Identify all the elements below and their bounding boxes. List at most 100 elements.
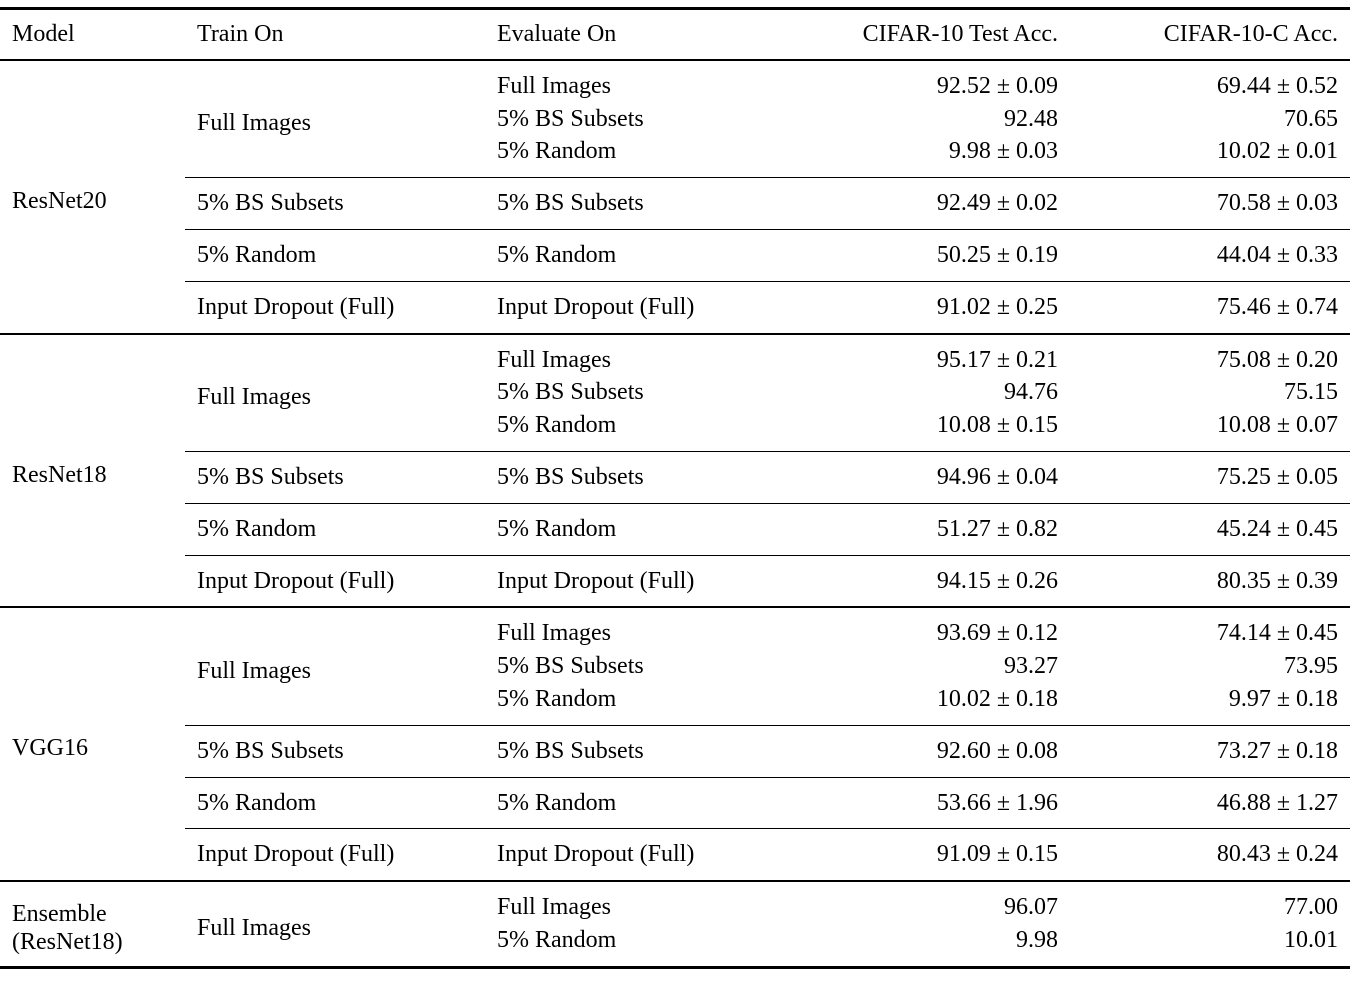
table-row: 5% BS Subsets 5% BS Subsets 92.60 ± 0.08… xyxy=(0,724,1350,778)
train-on-cell: 5% BS Subsets xyxy=(185,177,485,230)
c-acc-cell: 75.46 ± 0.74 xyxy=(1070,280,1350,334)
c-acc-cell: 10.01 xyxy=(1284,926,1338,953)
table-row: 5% BS Subsets 5% BS Subsets 92.49 ± 0.02… xyxy=(0,177,1350,230)
model-cell: ResNet20 xyxy=(12,187,107,214)
evaluate-on-cell: 5% Random xyxy=(497,138,617,165)
model-cell: Ensemble (ResNet18) xyxy=(0,880,185,968)
table-row: 5% BS Subsets 92.48 70.65 xyxy=(0,103,1350,136)
test-acc-cell: 92.52 ± 0.09 xyxy=(936,72,1058,99)
evaluate-on-cell: 5% Random xyxy=(485,776,785,829)
table-row: VGG16 Full Images Full Images 93.69 ± 0.… xyxy=(0,606,1350,882)
c-acc-cell: 70.58 ± 0.03 xyxy=(1070,177,1350,230)
c-acc-cell: 80.43 ± 0.24 xyxy=(1070,828,1350,882)
table-row: Ensemble (ResNet18) Full Images Full Ima… xyxy=(0,880,1350,968)
table-row: 5% BS Subsets 5% BS Subsets 94.96 ± 0.04… xyxy=(0,450,1350,504)
c-acc-cell: 69.44 ± 0.52 xyxy=(1216,72,1338,99)
train-on-cell: 5% Random xyxy=(185,776,485,829)
table-row: 5% Random 10.08 ± 0.15 10.08 ± 0.07 xyxy=(0,409,1350,451)
evaluate-on-cell: Input Dropout (Full) xyxy=(485,280,785,334)
test-acc-cell: 95.17 ± 0.21 xyxy=(785,332,1070,377)
train-on-cell: 5% Random xyxy=(185,502,485,556)
table-row: 5% Random 5% Random 53.66 ± 1.96 46.88 ±… xyxy=(0,776,1350,829)
table-row: Input Dropout (Full) Input Dropout (Full… xyxy=(0,554,1350,608)
test-acc-cell: 94.76 xyxy=(1004,379,1058,406)
test-acc-cell: 93.69 ± 0.12 xyxy=(785,606,1070,651)
test-acc-cell: 9.98 xyxy=(1016,926,1058,953)
column-header-cifar10c-acc: CIFAR-10-C Acc. xyxy=(1070,8,1350,61)
test-acc-cell: 96.07 xyxy=(785,880,1070,924)
column-header-model: Model xyxy=(0,8,185,61)
evaluate-on-cell: Input Dropout (Full) xyxy=(485,554,785,608)
evaluate-on-cell: 5% BS Subsets xyxy=(497,105,644,132)
c-acc-cell: 44.04 ± 0.33 xyxy=(1070,228,1350,282)
test-acc-cell: 92.49 ± 0.02 xyxy=(785,177,1070,230)
column-header-train-on: Train On xyxy=(185,8,485,61)
test-acc-cell: 94.15 ± 0.26 xyxy=(785,554,1070,608)
evaluate-on-cell: 5% BS Subsets xyxy=(485,177,785,230)
evaluate-on-cell: 5% Random xyxy=(497,412,617,439)
table-row: 5% Random 9.98 ± 0.03 10.02 ± 0.01 xyxy=(0,135,1350,177)
train-on-cell: Full Images xyxy=(185,332,485,452)
table-row: 5% BS Subsets 94.76 75.15 xyxy=(0,376,1350,409)
model-cell: ResNet18 xyxy=(0,332,185,608)
evaluate-on-cell: 5% Random xyxy=(497,685,617,712)
evaluate-on-cell: Full Images xyxy=(497,72,611,99)
evaluate-on-cell: Full Images xyxy=(485,332,785,377)
evaluate-on-cell: 5% Random xyxy=(497,926,617,953)
c-acc-cell: 77.00 xyxy=(1070,880,1350,924)
results-table: Model Train On Evaluate On CIFAR-10 Test… xyxy=(0,7,1350,969)
c-acc-cell: 10.08 ± 0.07 xyxy=(1216,412,1338,439)
train-on-cell: 5% BS Subsets xyxy=(185,724,485,778)
evaluate-on-cell: 5% BS Subsets xyxy=(497,653,644,680)
train-on-cell: Full Images xyxy=(185,606,485,726)
c-acc-cell: 46.88 ± 1.27 xyxy=(1070,776,1350,829)
column-header-cifar10-test-acc: CIFAR-10 Test Acc. xyxy=(785,8,1070,61)
c-acc-cell: 73.95 xyxy=(1284,653,1338,680)
model-cell: VGG16 xyxy=(0,606,185,882)
train-on-cell: Input Dropout (Full) xyxy=(185,828,485,882)
table-row: 5% Random 9.98 10.01 xyxy=(0,924,1350,967)
c-acc-cell: 9.97 ± 0.18 xyxy=(1228,685,1338,712)
c-acc-cell: 74.14 ± 0.45 xyxy=(1070,606,1350,651)
test-acc-cell: 94.96 ± 0.04 xyxy=(785,450,1070,504)
evaluate-on-cell: 5% Random xyxy=(485,502,785,556)
table-row: 5% Random 5% Random 50.25 ± 0.19 44.04 ±… xyxy=(0,228,1350,282)
test-acc-cell: 9.98 ± 0.03 xyxy=(948,138,1058,165)
test-acc-cell: 91.09 ± 0.15 xyxy=(785,828,1070,882)
train-on-cell: Input Dropout (Full) xyxy=(185,554,485,608)
evaluate-on-cell: Input Dropout (Full) xyxy=(485,828,785,882)
test-acc-cell: 51.27 ± 0.82 xyxy=(785,502,1070,556)
column-header-evaluate-on: Evaluate On xyxy=(485,8,785,61)
table-row: 5% BS Subsets 93.27 73.95 xyxy=(0,650,1350,683)
evaluate-on-cell: 5% BS Subsets xyxy=(485,724,785,778)
test-acc-cell: 92.60 ± 0.08 xyxy=(785,724,1070,778)
table-row: 5% Random 10.02 ± 0.18 9.97 ± 0.18 xyxy=(0,683,1350,725)
c-acc-cell: 73.27 ± 0.18 xyxy=(1070,724,1350,778)
table-row: ResNet20 Full Images Full Images 92.52 ±… xyxy=(0,60,1350,214)
train-on-cell: Full Images xyxy=(185,880,485,968)
c-acc-cell: 10.02 ± 0.01 xyxy=(1216,138,1338,165)
test-acc-cell: 10.02 ± 0.18 xyxy=(936,685,1058,712)
table-row: ResNet18 Full Images Full Images 95.17 ±… xyxy=(0,332,1350,608)
c-acc-cell: 80.35 ± 0.39 xyxy=(1070,554,1350,608)
train-on-cell: 5% Random xyxy=(185,228,485,282)
evaluate-on-cell: 5% BS Subsets xyxy=(485,450,785,504)
c-acc-cell: 75.08 ± 0.20 xyxy=(1070,332,1350,377)
header-row: Model Train On Evaluate On CIFAR-10 Test… xyxy=(0,8,1350,61)
evaluate-on-cell: 5% BS Subsets xyxy=(497,379,644,406)
test-acc-cell: 10.08 ± 0.15 xyxy=(936,412,1058,439)
test-acc-cell: 53.66 ± 1.96 xyxy=(785,776,1070,829)
evaluate-on-cell: Full Images xyxy=(485,880,785,924)
table-row: 5% Random 5% Random 51.27 ± 0.82 45.24 ±… xyxy=(0,502,1350,556)
train-on-cell: Full Images xyxy=(197,110,311,137)
test-acc-cell: 93.27 xyxy=(1004,653,1058,680)
c-acc-cell: 45.24 ± 0.45 xyxy=(1070,502,1350,556)
table-row: Input Dropout (Full) Input Dropout (Full… xyxy=(0,280,1350,334)
table-row: Input Dropout (Full) Input Dropout (Full… xyxy=(0,828,1350,882)
test-acc-cell: 92.48 xyxy=(1004,105,1058,132)
c-acc-cell: 75.15 xyxy=(1284,379,1338,406)
c-acc-cell: 75.25 ± 0.05 xyxy=(1070,450,1350,504)
test-acc-cell: 50.25 ± 0.19 xyxy=(785,228,1070,282)
test-acc-cell: 91.02 ± 0.25 xyxy=(785,280,1070,334)
evaluate-on-cell: 5% Random xyxy=(485,228,785,282)
